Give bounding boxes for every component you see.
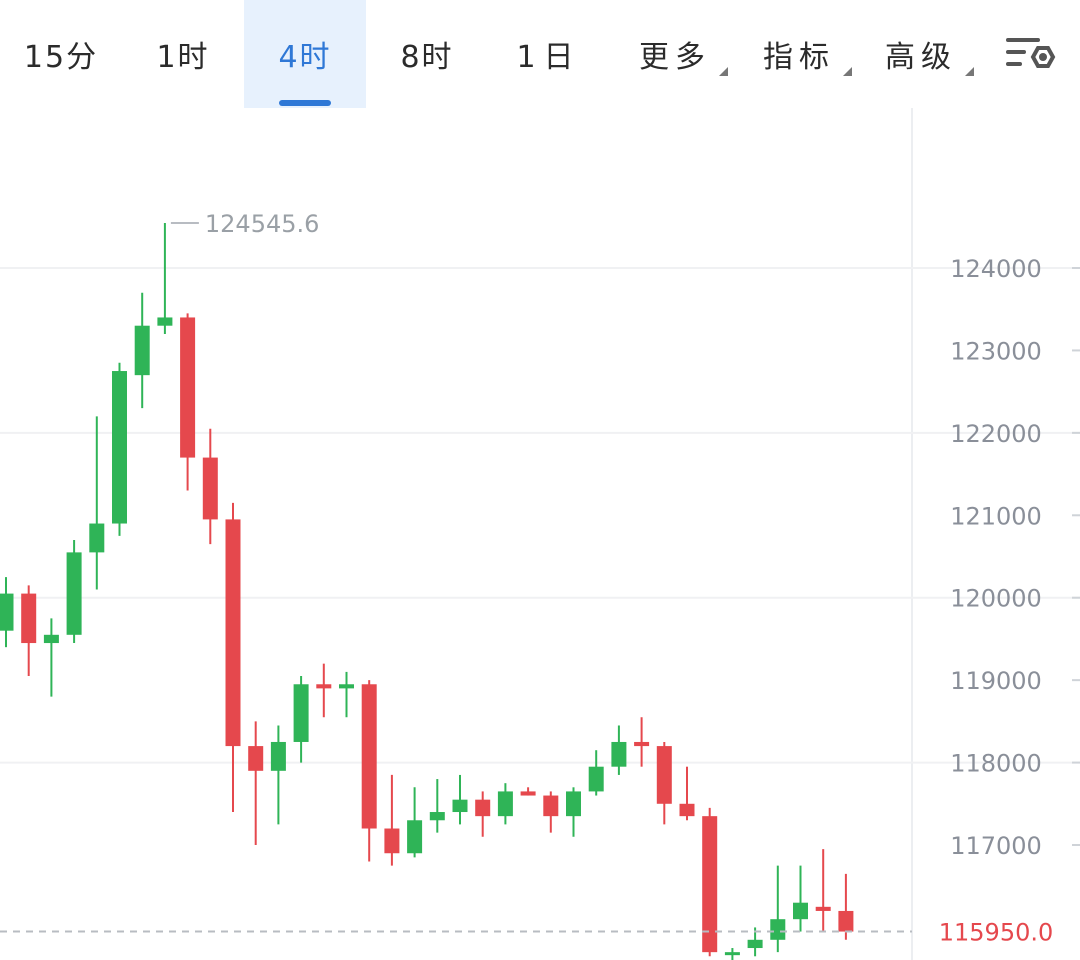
candle-body	[134, 325, 150, 376]
candle-body	[180, 317, 196, 458]
y-tick-label: 117000	[950, 832, 1042, 860]
candlestick-chart[interactable]: 124000 123000 122000 121000 120000 119000 1180…	[0, 108, 1080, 960]
tab-label: 更多	[639, 40, 711, 75]
tab-more-dropdown[interactable]: 更多	[620, 0, 730, 108]
candle-body	[815, 906, 831, 911]
y-tick-label: 123000	[950, 337, 1042, 365]
dropdown-caret-icon	[719, 67, 728, 76]
tab-label: 1日	[516, 40, 582, 75]
candle-body	[225, 519, 241, 747]
chart-settings-icon[interactable]	[1000, 30, 1060, 80]
candle-body	[838, 910, 854, 932]
candle-body	[747, 939, 763, 949]
candle-body	[384, 828, 400, 854]
y-tick-label: 121000	[950, 502, 1042, 530]
candle-body	[361, 684, 377, 829]
tab-label: 1时	[156, 40, 210, 75]
candle-body	[497, 791, 513, 817]
last-price-label: 115950.0	[939, 919, 1054, 947]
candle-body	[407, 820, 423, 854]
candle-body	[429, 812, 445, 821]
tab-8h[interactable]: 8时	[366, 0, 488, 108]
tab-label: 高级	[885, 40, 957, 75]
candle-body	[339, 684, 354, 689]
tab-1d[interactable]: 1日	[488, 0, 610, 108]
last-price-tag	[918, 911, 1076, 952]
timeframe-tab-bar: 15分 1时 4时 8时 1日 更多 指标 高级	[0, 0, 1080, 108]
candle-body	[679, 803, 695, 817]
y-tick-label: 124000	[950, 255, 1042, 283]
candle-body	[202, 457, 218, 520]
candle-body	[566, 791, 581, 817]
candle-body	[520, 791, 536, 796]
y-tick-label: 118000	[950, 750, 1042, 778]
max-price-label: 124545.6	[205, 210, 320, 238]
dropdown-caret-icon	[965, 67, 974, 76]
y-tick-label: 122000	[950, 420, 1042, 448]
y-tick-label: 120000	[950, 585, 1042, 613]
candle-body	[611, 741, 627, 767]
tab-4h[interactable]: 4时	[244, 0, 366, 108]
candle-body	[248, 746, 264, 771]
candle-body	[634, 741, 650, 747]
candle-body	[452, 799, 468, 813]
tab-label: 4时	[278, 40, 332, 75]
candle-body	[43, 634, 59, 644]
candle-body	[0, 593, 14, 631]
candle-body	[112, 371, 127, 524]
candle-body	[293, 684, 309, 742]
tab-15min[interactable]: 15分	[0, 0, 122, 108]
candle-body	[588, 766, 604, 792]
candle-body	[21, 593, 37, 644]
candle-body	[656, 746, 672, 804]
candle-body	[270, 741, 286, 771]
candle-body	[793, 902, 808, 920]
tab-label: 15分	[23, 40, 99, 75]
candle-body	[702, 816, 718, 953]
candle-body	[66, 552, 82, 635]
active-tab-indicator	[279, 100, 331, 106]
candle-body	[770, 919, 786, 940]
candle-body	[157, 317, 173, 326]
candle-body	[543, 795, 559, 817]
candle-body	[316, 684, 332, 689]
tab-1h[interactable]: 1时	[122, 0, 244, 108]
tab-label: 指标	[763, 40, 835, 75]
y-tick-label: 119000	[950, 667, 1042, 695]
tab-advanced-dropdown[interactable]: 高级	[866, 0, 976, 108]
dropdown-caret-icon	[843, 67, 852, 76]
candle-body	[475, 799, 491, 817]
candle-body	[724, 952, 740, 956]
tab-indicators-dropdown[interactable]: 指标	[744, 0, 854, 108]
tab-label: 8时	[400, 40, 454, 75]
candle-body	[89, 523, 105, 553]
